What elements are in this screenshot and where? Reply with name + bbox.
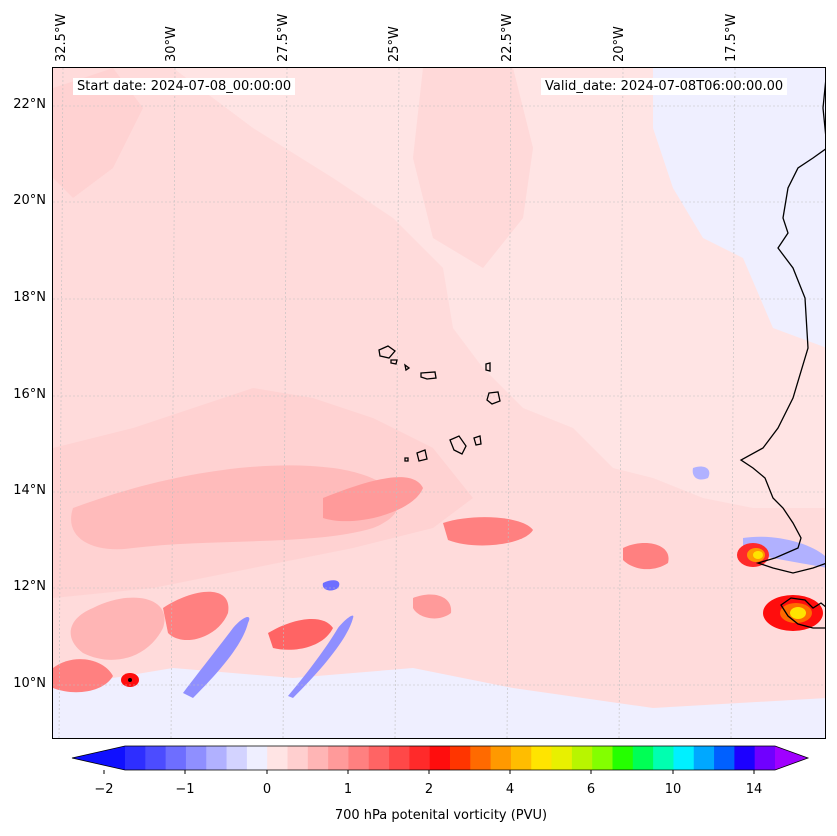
colorbar-extend-min (72, 746, 125, 770)
colorbar-segment (714, 746, 735, 770)
colorbar-tick: −2 (94, 782, 114, 797)
pv-band (323, 477, 423, 522)
colorbar-segment (673, 746, 695, 770)
lon-label: 25°W (387, 26, 402, 62)
lat-label: 20°N (13, 193, 46, 208)
colorbar-segment (571, 746, 593, 770)
colorbar (71, 745, 810, 774)
colorbar-segment (348, 746, 370, 770)
colorbar-segment (531, 746, 553, 770)
lon-label: 32.5°W (54, 13, 69, 62)
pv-region-light (53, 68, 825, 738)
colorbar-tick: 10 (664, 782, 682, 797)
lat-label: 12°N (13, 579, 46, 594)
start-date-label: Start date: 2024-07-08_00:00:00 (73, 78, 296, 95)
pv-band (443, 517, 533, 546)
colorbar-segment (145, 746, 167, 770)
pv-region-light (413, 68, 533, 268)
colorbar-segment (226, 746, 248, 770)
pv-map (53, 68, 825, 738)
pv-max-center (753, 551, 763, 559)
colorbar-segment (632, 746, 654, 770)
lat-label: 14°N (13, 483, 46, 498)
colorbar-segment (754, 746, 776, 770)
pv-band (268, 618, 333, 650)
colorbar-segment (551, 746, 573, 770)
colorbar-segment (368, 746, 390, 770)
colorbar-segment (470, 746, 492, 770)
pv-band (163, 591, 229, 641)
colorbar-outline (71, 745, 810, 771)
colorbar-segment (510, 746, 532, 770)
lat-label: 10°N (13, 676, 46, 691)
colorbar-segment (612, 746, 634, 770)
colorbar-segment (592, 746, 613, 770)
colorbar-segment (450, 746, 471, 770)
pv-negative-streak (288, 615, 354, 698)
colorbar-segment (267, 746, 288, 770)
colorbar-segment (246, 746, 268, 770)
pv-band (413, 594, 452, 619)
colorbar-extend-max (775, 746, 808, 770)
colorbar-segment (287, 746, 309, 770)
colorbar-segment (653, 746, 674, 770)
colorbar-tick: 1 (343, 782, 353, 797)
africa-coastline (780, 597, 825, 629)
colorbar-segment (165, 746, 187, 770)
lon-label: 20°W (612, 26, 627, 62)
colorbar-segment (328, 746, 349, 770)
colorbar-segment (490, 746, 512, 770)
colorbar-tick: −1 (175, 782, 195, 797)
pv-negative-streak (183, 616, 250, 698)
colorbar-segment (185, 746, 207, 770)
valid-date-label: Valid_date: 2024-07-08T06:00:00.00 (541, 78, 788, 95)
colorbar-tick: 14 (745, 782, 763, 797)
lon-label: 17.5°W (724, 13, 739, 62)
colorbar-segment (307, 746, 329, 770)
colorbar-tick: 0 (262, 782, 272, 797)
pv-max-center (128, 678, 132, 682)
africa-coastline (739, 81, 825, 574)
pv-band (70, 597, 165, 660)
lon-label: 30°W (164, 26, 179, 62)
colorbar-segment (734, 746, 756, 770)
pv-band (71, 465, 399, 550)
colorbar-label: 700 hPa potenital vorticity (PVU) (334, 808, 548, 823)
lon-label: 27.5°W (276, 13, 291, 62)
lat-label: 16°N (13, 387, 46, 402)
pv-negative-streak (692, 466, 710, 480)
colorbar-segment (429, 746, 451, 770)
pv-region-negative (653, 68, 825, 348)
colorbar-tick: 2 (424, 782, 434, 797)
pv-region-light (53, 68, 143, 198)
pv-negative-streak (743, 536, 825, 568)
colorbar-segment (389, 746, 410, 770)
colorbar-segment (206, 746, 228, 770)
lat-label: 18°N (13, 290, 46, 305)
pv-band (623, 543, 669, 570)
colorbar-segment (409, 746, 431, 770)
lon-label: 22.5°W (500, 13, 515, 62)
pv-region-negative (53, 668, 825, 738)
lat-label: 22°N (13, 97, 46, 112)
gridlines (53, 68, 825, 738)
pv-band (53, 659, 113, 693)
pv-max-center (790, 607, 806, 619)
map-frame[interactable]: Start date: 2024-07-08_00:00:00 Valid_da… (52, 67, 826, 739)
cape-verde-islands (378, 345, 501, 462)
colorbar-segment (125, 746, 146, 770)
colorbar-segment (693, 746, 715, 770)
colorbar-tick: 6 (586, 782, 596, 797)
colorbar-tick: 4 (505, 782, 515, 797)
